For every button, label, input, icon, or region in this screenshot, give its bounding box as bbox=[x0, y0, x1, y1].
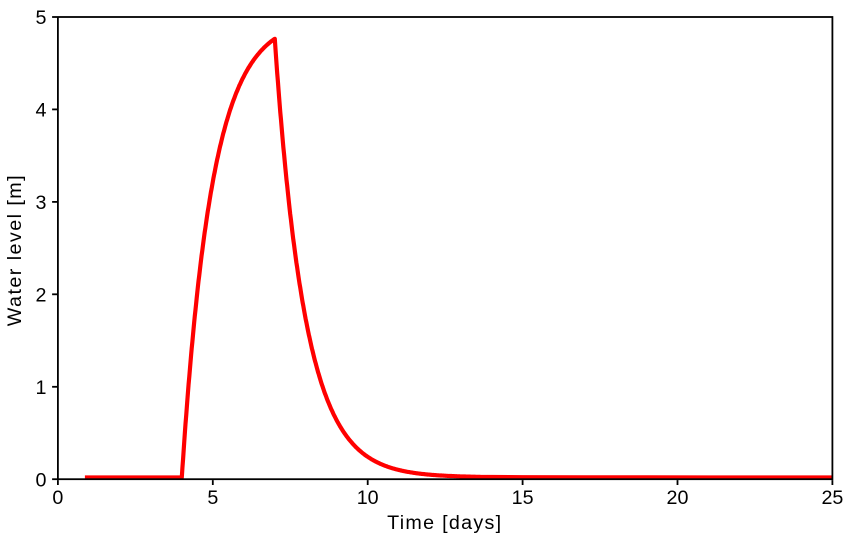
svg-text:0: 0 bbox=[36, 469, 47, 491]
svg-text:4: 4 bbox=[36, 100, 47, 122]
svg-text:5: 5 bbox=[36, 7, 47, 29]
svg-text:Water level [m]: Water level [m] bbox=[4, 174, 26, 326]
svg-text:3: 3 bbox=[36, 192, 47, 214]
svg-text:2: 2 bbox=[36, 284, 47, 306]
svg-text:5: 5 bbox=[207, 487, 218, 509]
svg-text:1: 1 bbox=[36, 377, 47, 399]
svg-text:20: 20 bbox=[667, 487, 689, 509]
svg-text:0: 0 bbox=[52, 487, 63, 509]
svg-text:15: 15 bbox=[512, 487, 534, 509]
svg-text:25: 25 bbox=[821, 487, 843, 509]
svg-text:10: 10 bbox=[357, 487, 379, 509]
svg-text:Time [days]: Time [days] bbox=[387, 512, 502, 534]
